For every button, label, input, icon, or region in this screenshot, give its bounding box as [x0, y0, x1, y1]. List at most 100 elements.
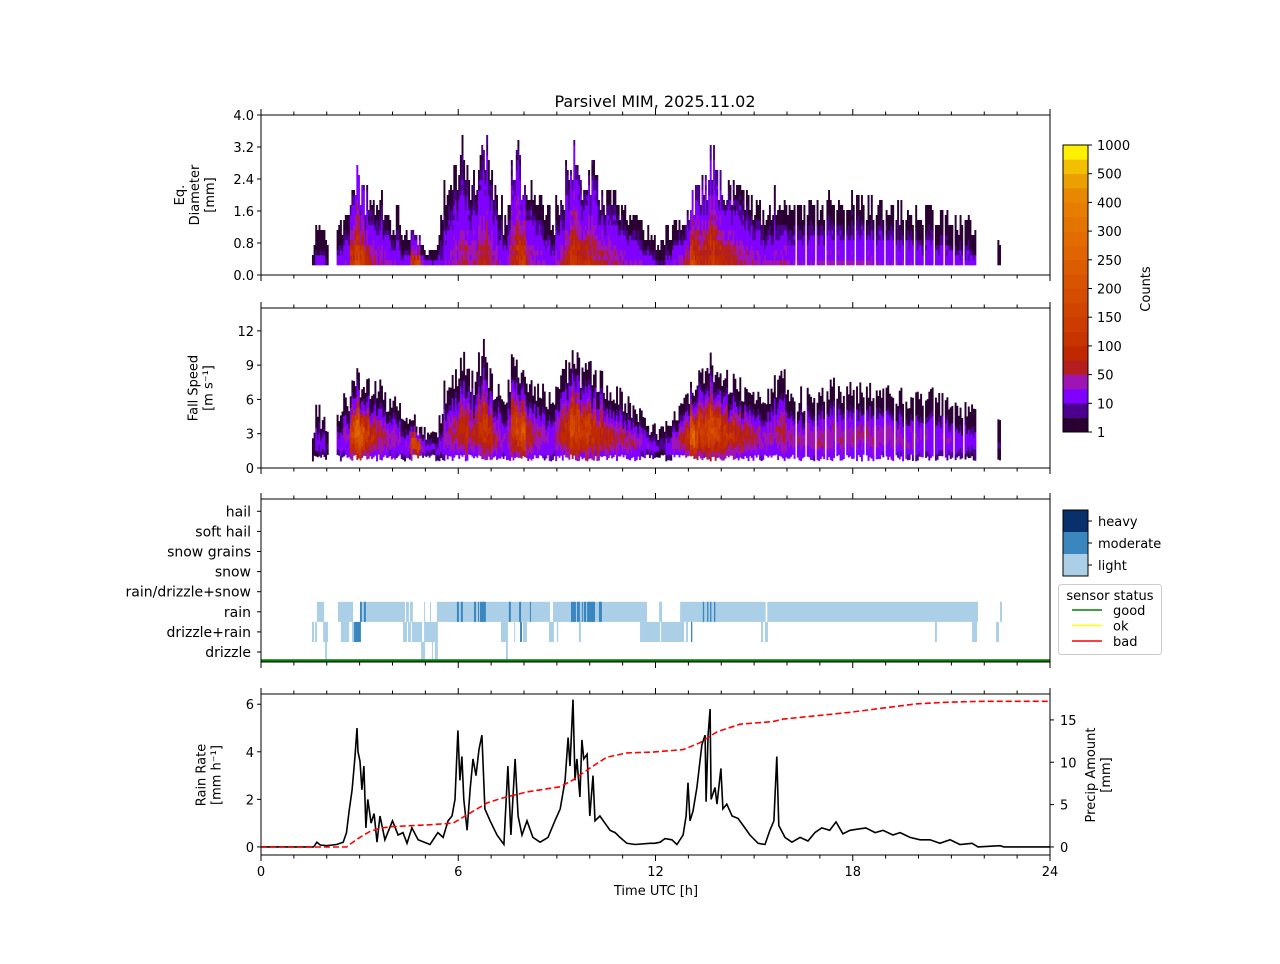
heatmap-cell	[679, 225, 681, 230]
heatmap-cell	[504, 220, 506, 225]
heatmap-cell	[381, 200, 383, 205]
heatmap-cell	[565, 165, 567, 170]
heatmap-cell	[374, 387, 376, 393]
heatmap-cell	[580, 190, 582, 195]
heatmap-cell	[675, 225, 677, 230]
heatmap-cell	[961, 235, 963, 240]
heatmap-cell	[698, 190, 700, 195]
heatmap-cell	[327, 245, 329, 250]
heatmap-cell	[912, 240, 914, 245]
heatmap-cell	[713, 160, 715, 165]
heatmap-cell	[486, 135, 488, 140]
heatmap-cell	[573, 145, 575, 150]
heatmap-cell	[374, 381, 376, 387]
heatmap-cell	[922, 250, 924, 255]
heatmap-cell	[496, 200, 498, 205]
y-axis-label: Eq.	[173, 185, 188, 206]
heatmap-cell	[501, 220, 503, 225]
heatmap-cell	[892, 255, 894, 260]
heatmap-cell	[368, 378, 370, 384]
heatmap-cell	[762, 210, 764, 215]
heatmap-cell	[868, 200, 870, 205]
heatmap-cell	[614, 200, 616, 205]
heatmap-cell	[488, 175, 490, 180]
heatmap-cell	[769, 215, 771, 220]
heatmap-cell	[692, 200, 694, 205]
y-tick-label: 3.2	[233, 141, 254, 156]
heatmap-cell	[455, 185, 457, 190]
heatmap-cell	[609, 200, 611, 205]
heatmap-cell	[843, 235, 845, 240]
heatmap-cell	[618, 215, 620, 220]
heatmap-cell	[455, 175, 457, 180]
heatmap-cell	[327, 250, 329, 255]
heatmap-cell	[641, 220, 643, 225]
heatmap-cell	[942, 235, 944, 240]
heatmap-cell	[882, 245, 884, 250]
heatmap-cell	[759, 220, 761, 225]
heatmap-cell	[794, 225, 796, 230]
heatmap-cell	[729, 200, 731, 205]
heatmap-cell	[397, 210, 399, 215]
heatmap-cell	[762, 215, 764, 220]
heatmap-cell	[853, 245, 855, 250]
heatmap-cell	[823, 260, 825, 265]
heatmap-cell	[358, 384, 360, 390]
heatmap-cell	[463, 165, 465, 170]
heatmap-cell	[319, 416, 321, 422]
heatmap-cell	[872, 260, 874, 265]
y-axis-label: Diameter	[188, 164, 203, 225]
heatmap-cell	[902, 220, 904, 225]
heatmap-cell	[462, 145, 464, 150]
heatmap-cell	[466, 165, 468, 170]
heatmap-cell	[743, 200, 745, 205]
heatmap-cell	[951, 260, 953, 265]
heatmap-cell	[618, 205, 620, 210]
heatmap-cell	[593, 160, 595, 165]
heatmap-cell	[794, 210, 796, 215]
heatmap-cell	[743, 190, 745, 195]
heatmap-cell	[803, 205, 805, 210]
heatmap-cell	[455, 180, 457, 185]
heatmap-cell	[601, 200, 603, 205]
heatmap-cell	[900, 215, 902, 220]
heatmap-cell	[319, 422, 321, 428]
heatmap-cell	[519, 170, 521, 175]
heatmap-cell	[353, 190, 355, 195]
heatmap-cell	[897, 215, 899, 220]
y-axis-label: [mm]	[203, 177, 218, 212]
heatmap-cell	[702, 185, 704, 190]
heatmap-cell	[511, 165, 513, 170]
heatmap-cell	[319, 405, 321, 411]
heatmap-cell	[483, 160, 485, 165]
heatmap-cell	[951, 225, 953, 230]
heatmap-cell	[511, 175, 513, 180]
heatmap-cell	[739, 185, 741, 190]
heatmap-cell	[932, 245, 934, 250]
heatmap-cell	[922, 225, 924, 230]
heatmap-cell	[710, 155, 712, 160]
heatmap-cell	[412, 230, 414, 235]
heatmap-cell	[526, 195, 528, 200]
heatmap-cell	[540, 195, 542, 200]
heatmap-cell	[720, 180, 722, 185]
heatmap-cell	[774, 185, 776, 190]
heatmap-cell	[872, 225, 874, 230]
heatmap-cell	[486, 150, 488, 155]
heatmap-cell	[762, 220, 764, 225]
heatmap-cell	[932, 225, 934, 230]
heatmap-cell	[872, 240, 874, 245]
heatmap-cell	[698, 195, 700, 200]
heatmap-cell	[596, 175, 598, 180]
heatmap-cell	[542, 215, 544, 220]
heatmap-cell	[843, 220, 845, 225]
heatmap-cell	[636, 215, 638, 220]
heatmap-cell	[654, 245, 656, 250]
heatmap-cell	[900, 205, 902, 210]
heatmap-cell	[340, 220, 342, 225]
heatmap-cell	[803, 260, 805, 265]
heatmap-cell	[833, 260, 835, 265]
heatmap-cell	[961, 225, 963, 230]
heatmap-cell	[803, 255, 805, 260]
heatmap-cell	[942, 220, 944, 225]
